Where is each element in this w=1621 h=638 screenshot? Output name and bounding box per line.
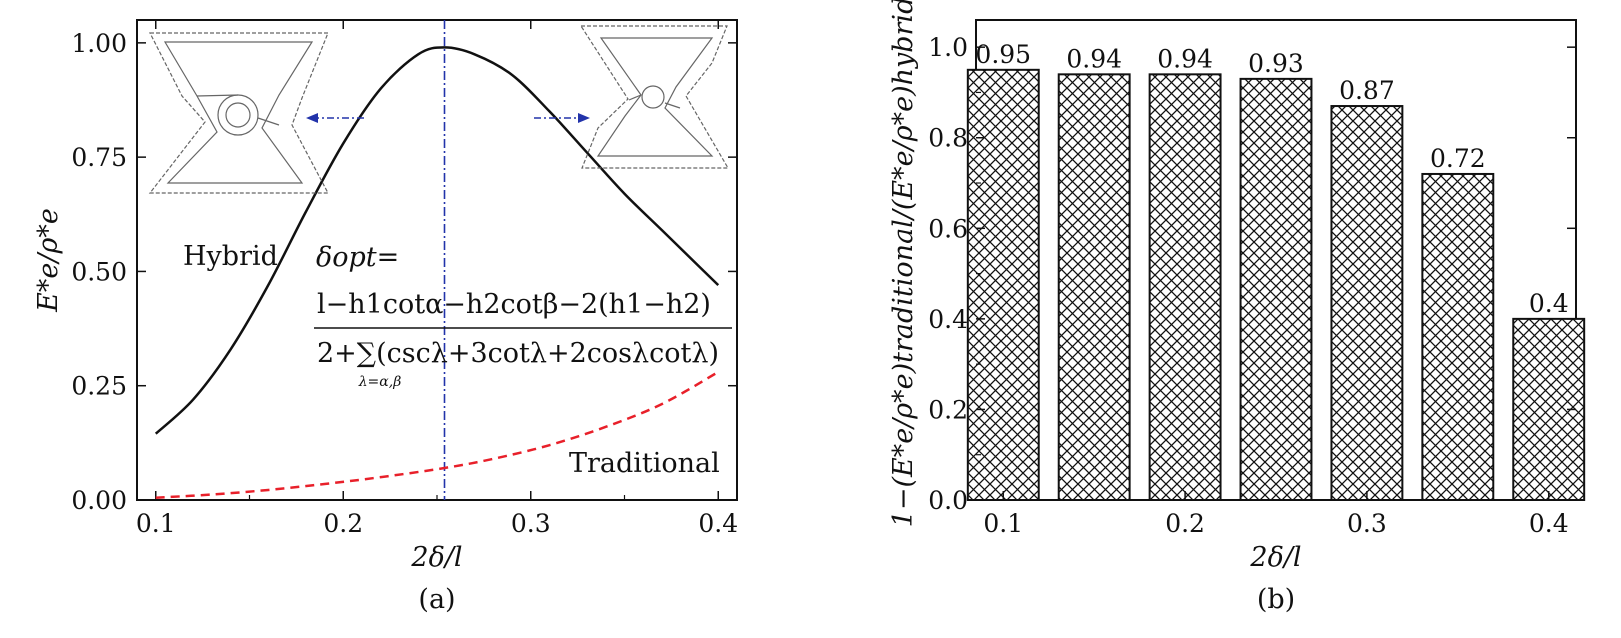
panel-a-x-axis-label: 2δ/l bbox=[410, 542, 462, 573]
x-tick-label: 0.2 bbox=[1165, 509, 1205, 538]
y-tick-label: 0.25 bbox=[71, 372, 127, 401]
panel-b-bars bbox=[966, 68, 1586, 502]
bar bbox=[1330, 105, 1404, 501]
bar-data-label: 0.4 bbox=[1529, 289, 1569, 318]
panel-a: 0.1 0.2 0.3 0.4 0.00 0.25 0.50 0.75 1.00 Hybrid… bbox=[33, 19, 738, 615]
hybrid-cell-outline bbox=[148, 32, 329, 194]
bar-data-label: 0.94 bbox=[1066, 44, 1122, 73]
bar-data-label: 0.95 bbox=[975, 40, 1031, 69]
hybrid-cell-ligaments bbox=[196, 94, 280, 126]
traditional-cell-joint bbox=[641, 85, 665, 109]
hybrid-curve bbox=[154, 46, 720, 435]
traditional-curve bbox=[155, 370, 719, 499]
y-tick-label: 1.0 bbox=[928, 33, 968, 62]
hybrid-label: Hybrid bbox=[183, 241, 278, 272]
panel-b-x-tick-labels: 0.1 0.2 0.3 0.4 bbox=[983, 509, 1568, 538]
panel-b-x-axis-label: 2δ/l bbox=[1249, 542, 1301, 573]
optimum-formula: δopt= l−h1cotα−h2cotβ−2(h1−h2) 2+∑(cscλ+… bbox=[314, 242, 732, 390]
bar-data-label: 0.72 bbox=[1430, 144, 1486, 173]
x-tick-label: 0.4 bbox=[698, 509, 738, 538]
bar-data-label: 0.94 bbox=[1157, 44, 1213, 73]
panel-b-caption: (b) bbox=[1257, 584, 1295, 615]
bar bbox=[1057, 73, 1131, 501]
hybrid-cell-joint-inner bbox=[225, 102, 251, 128]
y-tick-label: 0.75 bbox=[71, 143, 127, 172]
hybrid-cell-joint-outer bbox=[217, 94, 259, 136]
traditional-cell-outline bbox=[579, 25, 730, 169]
panel-b: 0.95 0.94 0.94 0.93 0.87 0.72 0.4 0.1 0.2 0.3 0.4… bbox=[888, 0, 1586, 615]
x-tick-label: 0.3 bbox=[511, 509, 551, 538]
panel-a-y-axis-label: E*e/ρ*e bbox=[33, 208, 64, 313]
panel-b-data-labels: 0.95 0.94 0.94 0.93 0.87 0.72 0.4 bbox=[975, 40, 1568, 318]
bar bbox=[966, 68, 1040, 502]
formula-numerator: l−h1cotα−h2cotβ−2(h1−h2) bbox=[317, 289, 711, 320]
bar bbox=[1421, 172, 1495, 502]
formula-denominator: 2+∑(cscλ+3cotλ+2cosλcotλ) bbox=[317, 338, 719, 369]
traditional-cell-inner bbox=[596, 37, 714, 157]
panel-b-y-tick-labels: 0.0 0.2 0.4 0.6 0.8 1.0 bbox=[928, 33, 968, 515]
y-tick-label: 0.00 bbox=[71, 486, 127, 515]
hybrid-cell-inset bbox=[148, 32, 329, 194]
x-tick-label: 0.4 bbox=[1529, 509, 1569, 538]
y-tick-label: 0.50 bbox=[71, 257, 127, 286]
x-tick-label: 0.2 bbox=[323, 509, 363, 538]
traditional-label: Traditional bbox=[569, 448, 720, 479]
x-tick-label: 0.1 bbox=[136, 509, 176, 538]
x-tick-label: 0.3 bbox=[1347, 509, 1387, 538]
panel-b-y-axis-label: 1−(E*e/ρ*e)traditional/(E*e/ρ*e)hybrid bbox=[888, 0, 919, 527]
x-tick-label: 0.1 bbox=[983, 509, 1023, 538]
panel-a-x-tick-labels: 0.1 0.2 0.3 0.4 bbox=[136, 509, 738, 538]
panel-a-y-tick-labels: 0.00 0.25 0.50 0.75 1.00 bbox=[71, 29, 127, 515]
y-tick-label: 0.8 bbox=[928, 124, 968, 153]
panel-a-caption: (a) bbox=[418, 584, 455, 615]
y-tick-label: 0.6 bbox=[928, 214, 968, 243]
y-tick-label: 0.2 bbox=[928, 395, 968, 424]
panel-a-ticks bbox=[137, 20, 737, 501]
bar bbox=[1239, 77, 1313, 502]
traditional-cell-inset bbox=[579, 25, 730, 169]
panel-b-ticks bbox=[976, 46, 1576, 501]
formula-sum-index: λ=α,β bbox=[358, 374, 402, 390]
bar-data-label: 0.93 bbox=[1248, 49, 1304, 78]
y-tick-label: 0.4 bbox=[928, 305, 968, 334]
bar bbox=[1148, 73, 1222, 501]
formula-lhs: δopt= bbox=[316, 242, 399, 273]
bar-data-label: 0.87 bbox=[1339, 76, 1395, 105]
traditional-cell-ligaments bbox=[628, 94, 681, 109]
hybrid-cell-inner bbox=[163, 41, 314, 184]
right-arrow-head bbox=[578, 113, 590, 123]
left-arrow-head bbox=[306, 113, 318, 123]
y-tick-label: 0.0 bbox=[928, 486, 968, 515]
inset-arrows bbox=[306, 113, 590, 123]
y-tick-label: 1.00 bbox=[71, 29, 127, 58]
